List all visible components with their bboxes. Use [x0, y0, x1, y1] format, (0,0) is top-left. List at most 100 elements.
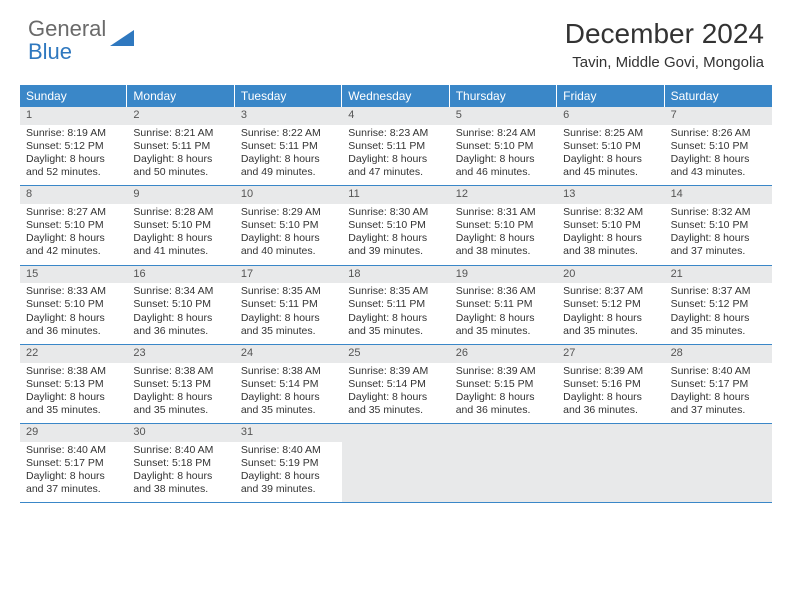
weekday-header: Saturday [665, 85, 772, 107]
sunset-text: Sunset: 5:10 PM [671, 140, 766, 153]
day-number: 21 [665, 266, 772, 284]
weekday-header: Monday [127, 85, 234, 107]
sunset-text: Sunset: 5:17 PM [26, 457, 121, 470]
daylight-text: Daylight: 8 hours and 43 minutes. [671, 153, 766, 179]
day-body: Sunrise: 8:39 AMSunset: 5:16 PMDaylight:… [557, 363, 664, 424]
empty-day-bar [342, 424, 449, 502]
daylight-text: Daylight: 8 hours and 36 minutes. [456, 391, 551, 417]
day-cell: 26Sunrise: 8:39 AMSunset: 5:15 PMDayligh… [450, 345, 557, 423]
logo-triangle-icon [110, 28, 136, 53]
day-cell: 14Sunrise: 8:32 AMSunset: 5:10 PMDayligh… [665, 186, 772, 264]
sunrise-text: Sunrise: 8:40 AM [241, 444, 336, 457]
day-number: 19 [450, 266, 557, 284]
sunset-text: Sunset: 5:14 PM [241, 378, 336, 391]
week-row: 15Sunrise: 8:33 AMSunset: 5:10 PMDayligh… [20, 266, 772, 345]
day-body: Sunrise: 8:39 AMSunset: 5:14 PMDaylight:… [342, 363, 449, 424]
day-cell: 19Sunrise: 8:36 AMSunset: 5:11 PMDayligh… [450, 266, 557, 344]
sunset-text: Sunset: 5:11 PM [456, 298, 551, 311]
daylight-text: Daylight: 8 hours and 41 minutes. [133, 232, 228, 258]
day-number: 22 [20, 345, 127, 363]
day-cell: 25Sunrise: 8:39 AMSunset: 5:14 PMDayligh… [342, 345, 449, 423]
logo: General Blue [28, 18, 136, 64]
sunset-text: Sunset: 5:10 PM [348, 219, 443, 232]
day-body: Sunrise: 8:40 AMSunset: 5:18 PMDaylight:… [127, 442, 234, 503]
day-cell: 16Sunrise: 8:34 AMSunset: 5:10 PMDayligh… [127, 266, 234, 344]
daylight-text: Daylight: 8 hours and 39 minutes. [241, 470, 336, 496]
weeks-container: 1 Sunrise: 8:19 AMSunset: 5:12 PM Daylight… [20, 107, 772, 503]
day-body: Sunrise: 8:40 AMSunset: 5:17 PMDaylight:… [20, 442, 127, 503]
day-number: 5 [450, 107, 557, 125]
week-row: 29Sunrise: 8:40 AMSunset: 5:17 PMDayligh… [20, 424, 772, 503]
day-number: 20 [557, 266, 664, 284]
sunrise-text: Sunrise: 8:29 AM [241, 206, 336, 219]
day-cell: 17Sunrise: 8:35 AMSunset: 5:11 PMDayligh… [235, 266, 342, 344]
daylight-text: Daylight: 8 hours and 38 minutes. [133, 470, 228, 496]
day-cell: 9Sunrise: 8:28 AMSunset: 5:10 PMDaylight… [127, 186, 234, 264]
day-number: 2 [127, 107, 234, 125]
day-number: 18 [342, 266, 449, 284]
day-body: Sunrise: 8:27 AMSunset: 5:10 PMDaylight:… [20, 204, 127, 265]
day-number: 25 [342, 345, 449, 363]
logo-text-blue: Blue [28, 39, 72, 64]
day-body: Sunrise: 8:22 AMSunset: 5:11 PMDaylight:… [235, 125, 342, 186]
sunrise-text: Sunrise: 8:28 AM [133, 206, 228, 219]
sunset-text: Sunset: 5:10 PM [671, 219, 766, 232]
sunrise-text: Sunrise: 8:33 AM [26, 285, 121, 298]
day-cell: 31Sunrise: 8:40 AMSunset: 5:19 PMDayligh… [235, 424, 342, 502]
sunset-text: Sunset: 5:10 PM [456, 140, 551, 153]
day-number: 24 [235, 345, 342, 363]
day-cell: 3Sunrise: 8:22 AMSunset: 5:11 PMDaylight… [235, 107, 342, 185]
week-row: 22Sunrise: 8:38 AMSunset: 5:13 PMDayligh… [20, 345, 772, 424]
day-body: Sunrise: 8:39 AMSunset: 5:15 PMDaylight:… [450, 363, 557, 424]
day-number: 4 [342, 107, 449, 125]
day-number: 26 [450, 345, 557, 363]
sunset-text: Sunset: 5:12 PM [26, 140, 121, 153]
day-cell: 11Sunrise: 8:30 AMSunset: 5:10 PMDayligh… [342, 186, 449, 264]
day-cell: 13Sunrise: 8:32 AMSunset: 5:10 PMDayligh… [557, 186, 664, 264]
daylight-text: Daylight: 8 hours and 35 minutes. [348, 391, 443, 417]
day-body: Sunrise: 8:36 AMSunset: 5:11 PMDaylight:… [450, 283, 557, 344]
day-body: Sunrise: 8:40 AMSunset: 5:17 PMDaylight:… [665, 363, 772, 424]
daylight-text: Daylight: 8 hours and 37 minutes. [26, 470, 121, 496]
sunset-text: Sunset: 5:11 PM [348, 140, 443, 153]
sunrise-text: Sunrise: 8:21 AM [133, 127, 228, 140]
day-cell: 8Sunrise: 8:27 AMSunset: 5:10 PMDaylight… [20, 186, 127, 264]
day-number: 1 [20, 107, 127, 125]
weekday-header: Tuesday [235, 85, 342, 107]
day-body: Sunrise: 8:21 AMSunset: 5:11 PMDaylight:… [127, 125, 234, 186]
day-body: Sunrise: 8:35 AMSunset: 5:11 PMDaylight:… [342, 283, 449, 344]
day-cell: 7Sunrise: 8:26 AMSunset: 5:10 PMDaylight… [665, 107, 772, 185]
sunset-text: Sunset: 5:10 PM [133, 219, 228, 232]
daylight-text: Daylight: 8 hours and 42 minutes. [26, 232, 121, 258]
day-cell: 5Sunrise: 8:24 AMSunset: 5:10 PMDaylight… [450, 107, 557, 185]
daylight-text: Daylight: 8 hours and 38 minutes. [456, 232, 551, 258]
sunrise-text: Sunrise: 8:32 AM [563, 206, 658, 219]
daylight-text: Daylight: 8 hours and 35 minutes. [241, 391, 336, 417]
weekday-header: Thursday [450, 85, 557, 107]
day-body: Sunrise: 8:29 AMSunset: 5:10 PMDaylight:… [235, 204, 342, 265]
sunrise-text: Sunrise: 8:39 AM [348, 365, 443, 378]
sunset-text: Sunset: 5:13 PM [26, 378, 121, 391]
sunrise-text: Sunrise: 8:19 AM [26, 127, 121, 140]
empty-day-bar [665, 424, 772, 502]
day-cell: 2Sunrise: 8:21 AMSunset: 5:11 PMDaylight… [127, 107, 234, 185]
day-cell: 28Sunrise: 8:40 AMSunset: 5:17 PMDayligh… [665, 345, 772, 423]
daylight-text: Daylight: 8 hours and 49 minutes. [241, 153, 336, 179]
sunset-text: Sunset: 5:10 PM [563, 140, 658, 153]
weekday-header-row: SundayMondayTuesdayWednesdayThursdayFrid… [20, 85, 772, 107]
sunset-text: Sunset: 5:14 PM [348, 378, 443, 391]
sunrise-text: Sunrise: 8:31 AM [456, 206, 551, 219]
day-cell: 22Sunrise: 8:38 AMSunset: 5:13 PMDayligh… [20, 345, 127, 423]
day-body: Sunrise: 8:23 AMSunset: 5:11 PMDaylight:… [342, 125, 449, 186]
daylight-text: Daylight: 8 hours and 35 minutes. [26, 391, 121, 417]
day-number: 27 [557, 345, 664, 363]
day-body: Sunrise: 8:38 AMSunset: 5:13 PMDaylight:… [127, 363, 234, 424]
day-number: 12 [450, 186, 557, 204]
daylight-text: Daylight: 8 hours and 35 minutes. [456, 312, 551, 338]
sunrise-text: Sunrise: 8:25 AM [563, 127, 658, 140]
day-number: 17 [235, 266, 342, 284]
sunset-text: Sunset: 5:11 PM [133, 140, 228, 153]
sunrise-text: Sunrise: 8:30 AM [348, 206, 443, 219]
day-cell [557, 424, 664, 502]
sunset-text: Sunset: 5:19 PM [241, 457, 336, 470]
